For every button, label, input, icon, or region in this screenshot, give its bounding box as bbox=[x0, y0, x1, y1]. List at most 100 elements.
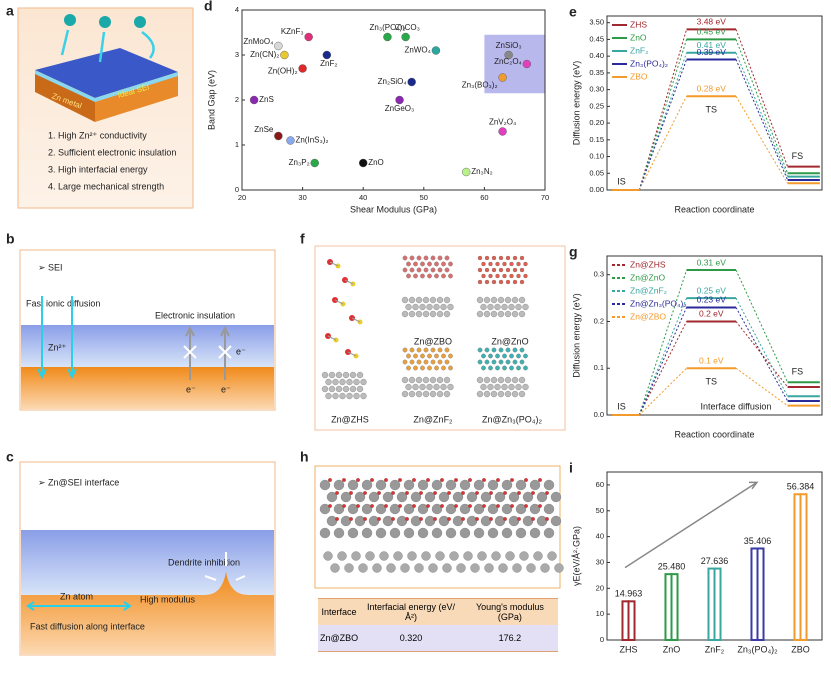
connector bbox=[735, 52, 789, 177]
y-tick-label: 50 bbox=[596, 506, 604, 515]
atom bbox=[490, 296, 498, 304]
atom bbox=[358, 563, 368, 573]
ion-arrow bbox=[41, 296, 73, 375]
atom bbox=[375, 527, 387, 539]
legend-label: Zn@ZBO bbox=[630, 311, 666, 321]
atom bbox=[419, 517, 423, 521]
y-tick-label: 0 bbox=[600, 635, 604, 644]
point-label: Zn(OH)₂ bbox=[268, 67, 298, 76]
y-tick-label: 0.15 bbox=[589, 135, 604, 144]
atom bbox=[523, 353, 528, 359]
atom bbox=[475, 517, 479, 521]
y-tick-label: 20 bbox=[596, 583, 604, 592]
atom bbox=[505, 551, 515, 561]
category-label: TS bbox=[706, 377, 718, 387]
atom bbox=[538, 478, 542, 482]
atom bbox=[405, 517, 409, 521]
atom bbox=[454, 478, 458, 482]
value-label: 0.25 eV bbox=[697, 285, 727, 295]
atom bbox=[443, 376, 451, 384]
atom bbox=[406, 273, 411, 279]
atom bbox=[444, 255, 450, 261]
atom bbox=[434, 365, 439, 371]
atom bbox=[426, 478, 430, 482]
y-axis-title: Diffusion energy (eV) bbox=[571, 293, 581, 377]
legend-label: ZnF₂ bbox=[630, 45, 648, 55]
value-label: 3.48 eV bbox=[697, 17, 727, 27]
atom bbox=[536, 515, 548, 527]
atom bbox=[430, 255, 436, 261]
atom bbox=[360, 378, 367, 386]
data-point bbox=[498, 127, 507, 136]
atom bbox=[480, 515, 492, 527]
atom bbox=[427, 261, 432, 267]
ion-label: Zn²⁺ bbox=[48, 342, 67, 352]
atom bbox=[501, 527, 513, 539]
atom bbox=[476, 390, 484, 398]
atom bbox=[461, 491, 465, 495]
data-point bbox=[407, 77, 416, 87]
atom bbox=[401, 376, 409, 384]
atom bbox=[522, 515, 534, 527]
annotation: Interface diffusion bbox=[701, 401, 772, 411]
atom bbox=[505, 359, 511, 365]
atom bbox=[466, 515, 478, 527]
atom bbox=[477, 347, 483, 353]
atom bbox=[347, 503, 359, 515]
plot-frame bbox=[606, 15, 823, 191]
atom bbox=[412, 478, 416, 482]
atom bbox=[440, 478, 444, 482]
atom bbox=[356, 371, 364, 379]
table-cell: 176.2 bbox=[461, 625, 558, 652]
annotation: Fast ionic diffusion bbox=[26, 298, 100, 308]
atom bbox=[519, 267, 525, 273]
atom bbox=[491, 551, 501, 561]
y-tick-label: 0.2 bbox=[594, 316, 604, 325]
y-tick-label: 10 bbox=[596, 609, 604, 618]
atom bbox=[363, 517, 367, 521]
y-tick-label: 0.10 bbox=[589, 152, 604, 161]
atom bbox=[487, 479, 499, 491]
atom bbox=[328, 385, 336, 393]
atom bbox=[491, 255, 497, 261]
atom bbox=[498, 563, 508, 573]
data-point bbox=[274, 41, 283, 51]
annotation: High modulus bbox=[140, 594, 196, 604]
connector bbox=[735, 269, 789, 383]
atom bbox=[319, 479, 331, 491]
feature-item: 2. Sufficient electronic insulation bbox=[48, 147, 176, 157]
category-label: TS bbox=[706, 105, 718, 115]
atom bbox=[365, 551, 375, 561]
atom bbox=[512, 359, 518, 365]
atom bbox=[468, 478, 472, 482]
atom bbox=[483, 310, 491, 318]
data-point bbox=[310, 158, 319, 168]
data-point bbox=[249, 95, 259, 105]
atom bbox=[476, 296, 484, 304]
atom bbox=[434, 261, 439, 267]
atom bbox=[409, 255, 415, 261]
atom bbox=[416, 359, 422, 365]
atom bbox=[361, 479, 373, 491]
atom bbox=[426, 383, 433, 391]
atom bbox=[420, 353, 425, 359]
atom bbox=[487, 527, 499, 539]
x-axis-title: Shear Modulus (GPa) bbox=[350, 204, 437, 214]
atom bbox=[503, 517, 507, 521]
atom bbox=[444, 359, 450, 365]
atom bbox=[403, 479, 415, 491]
data-point bbox=[274, 131, 283, 141]
atom bbox=[461, 517, 465, 521]
atom bbox=[351, 551, 361, 561]
atom bbox=[487, 303, 494, 311]
atom bbox=[444, 347, 450, 353]
atom bbox=[491, 279, 497, 285]
atom bbox=[379, 551, 389, 561]
atom bbox=[368, 491, 380, 503]
connector bbox=[735, 297, 789, 397]
point-label: ZnWO₄ bbox=[405, 46, 431, 55]
sei-band bbox=[21, 325, 274, 367]
atom bbox=[356, 478, 360, 482]
atom bbox=[480, 383, 487, 391]
atom bbox=[401, 390, 409, 398]
